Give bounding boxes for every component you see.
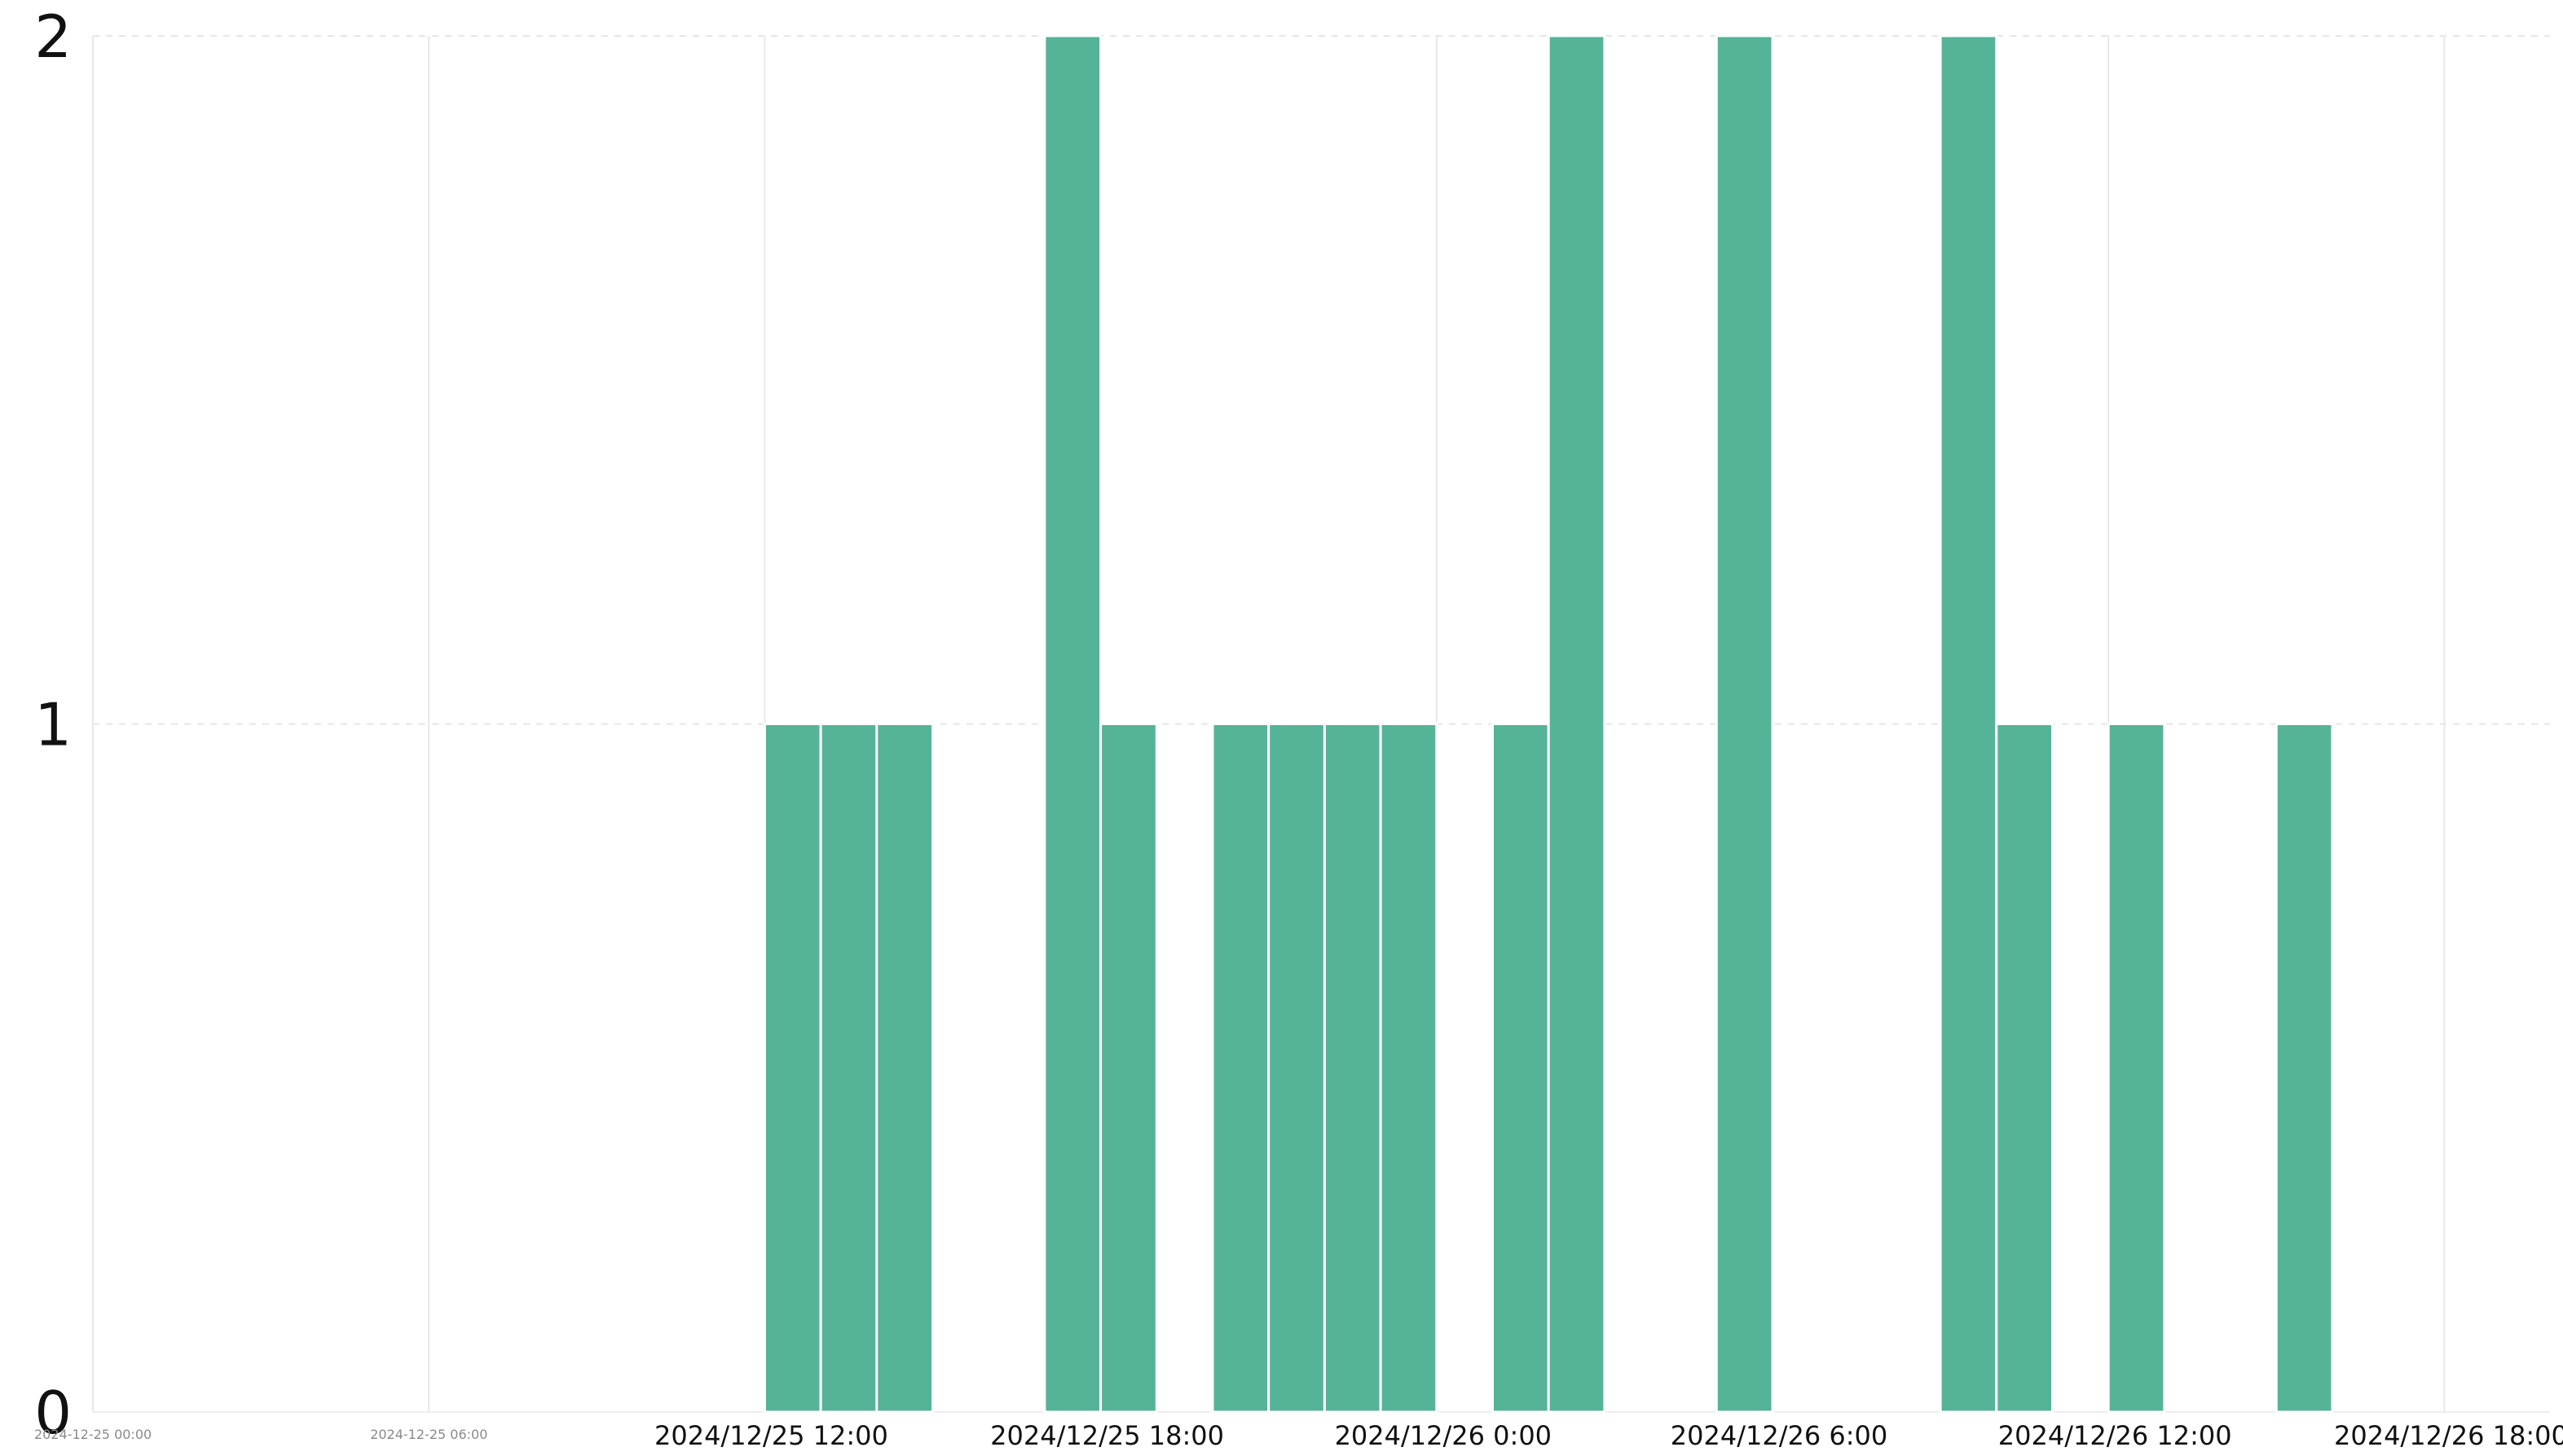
histogram-bar bbox=[1547, 34, 1606, 1414]
x-tick-label: 2024/12/25 12:00 bbox=[654, 1420, 888, 1451]
histogram-bar bbox=[1099, 723, 1158, 1414]
histogram-bar bbox=[763, 723, 822, 1414]
histogram-bar bbox=[1715, 34, 1774, 1414]
histogram-bar bbox=[819, 723, 879, 1414]
x-tick-label: 2024/12/26 0:00 bbox=[1335, 1420, 1552, 1451]
histogram-bar bbox=[2107, 723, 2166, 1414]
y-axis: 0 1 2 bbox=[34, 2, 72, 1447]
histogram-bar bbox=[1939, 34, 1998, 1414]
histogram-bar bbox=[2275, 723, 2334, 1414]
x-tick-label: 2024/12/26 6:00 bbox=[1671, 1420, 1887, 1451]
x-tick-label: 2024-12-25 00:00 bbox=[34, 1427, 152, 1442]
y-tick-label: 2 bbox=[34, 2, 72, 71]
y-tick-label: 1 bbox=[34, 691, 72, 759]
histogram-bar bbox=[1211, 723, 1270, 1414]
histogram-bar bbox=[1379, 723, 1438, 1414]
x-tick-label: 2024-12-25 06:00 bbox=[370, 1427, 487, 1442]
bars bbox=[763, 34, 2334, 1414]
histogram-bar bbox=[1267, 723, 1326, 1414]
x-tick-label: 2024/12/26 18:00 bbox=[2334, 1420, 2563, 1451]
histogram-bar bbox=[1995, 723, 2054, 1414]
x-tick-label: 2024/12/25 18:00 bbox=[990, 1420, 1224, 1451]
histogram-bar bbox=[1323, 723, 1382, 1414]
histogram-bar bbox=[875, 723, 935, 1414]
histogram-bar bbox=[1491, 723, 1550, 1414]
x-axis: 2024-12-25 00:00 2024-12-25 06:00 2024/12/… bbox=[34, 1420, 2563, 1451]
x-tick-label: 2024/12/26 12:00 bbox=[1998, 1420, 2232, 1451]
y-tick-label: 0 bbox=[34, 1379, 72, 1447]
histogram-bar bbox=[1043, 34, 1103, 1414]
